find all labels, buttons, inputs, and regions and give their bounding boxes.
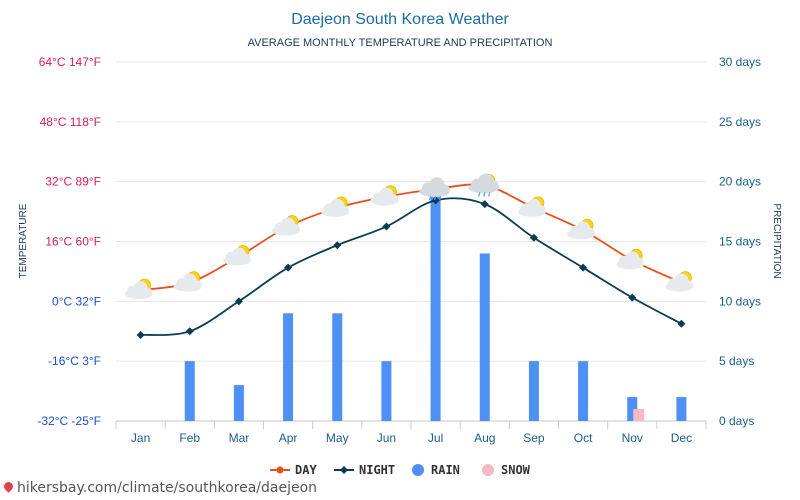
- temperature-lines: [136, 182, 686, 339]
- x-tick-label: Mar: [229, 431, 250, 445]
- x-tick-label: Apr: [279, 431, 298, 445]
- partly-cloudy-icon: [124, 278, 153, 300]
- rain-bar: [381, 361, 392, 421]
- left-tick-label: -32°C -25°F: [37, 414, 101, 428]
- night-line: [140, 197, 682, 336]
- x-tick-label: Jan: [131, 431, 150, 445]
- right-tick-label: 15 days: [719, 235, 761, 249]
- partly-cloudy-icon: [517, 196, 546, 217]
- night-point: [431, 196, 440, 205]
- partly-cloudy-icon: [616, 248, 645, 270]
- x-tick-label: Feb: [179, 431, 200, 445]
- night-point: [677, 319, 686, 328]
- source-footer[interactable]: hikersbay.com/climate/southkorea/daejeon: [2, 480, 318, 496]
- night-point: [628, 293, 637, 302]
- left-axis-title: TEMPERATURE: [18, 203, 29, 278]
- right-tick-label: 30 days: [719, 55, 761, 69]
- right-tick-label: 10 days: [719, 294, 761, 308]
- precipitation-bars: [184, 193, 687, 421]
- rain-cloud-icon: [419, 177, 450, 201]
- partly-cloudy-icon: [222, 245, 251, 266]
- partly-cloudy-icon: [665, 271, 694, 292]
- night-point: [579, 263, 588, 272]
- source-link[interactable]: hikersbay.com/climate/southkorea/daejeon: [17, 480, 318, 496]
- partly-cloudy-icon: [272, 215, 301, 236]
- rain-bar: [233, 385, 244, 421]
- weather-icons: [124, 173, 694, 300]
- legend-label-night: NIGHT: [359, 463, 395, 477]
- x-tick-label: Dec: [671, 431, 692, 445]
- right-tick-label: 25 days: [719, 115, 761, 129]
- right-tick-label: 0 days: [719, 414, 754, 428]
- night-point: [234, 297, 243, 306]
- legend: DAY NIGHT RAIN SNOW: [270, 463, 531, 477]
- rain-bar: [676, 397, 687, 421]
- rain-bar: [332, 313, 343, 421]
- chart-subtitle: AVERAGE MONTHLY TEMPERATURE AND PRECIPIT…: [248, 37, 553, 49]
- x-tick-label: Jun: [377, 431, 396, 445]
- night-point: [480, 200, 489, 209]
- rain-bar: [430, 193, 441, 421]
- right-axis-ticks: 30 days 25 days 20 days 15 days 10 days 5 day…: [719, 55, 761, 428]
- legend-item-night: NIGHT: [334, 463, 395, 477]
- x-axis-ticks: Jan Feb Mar Apr May Jun Jul Aug Sep Oct Nov Dec: [115, 421, 707, 445]
- partly-cloudy-icon: [567, 218, 596, 240]
- left-tick-label: 16°C 60°F: [45, 235, 101, 249]
- legend-item-snow: SNOW: [482, 463, 531, 477]
- x-tick-label: Jul: [428, 431, 443, 445]
- chart-title: Daejeon South Korea Weather: [291, 11, 509, 28]
- left-tick-label: 0°C 32°F: [52, 294, 101, 308]
- legend-label-day: DAY: [295, 463, 317, 477]
- rain-cloud-sun-icon: [468, 173, 500, 197]
- left-axis-ticks: 64°C 147°F 48°C 118°F 32°C 89°F 16°C 60°F 0°…: [37, 55, 101, 428]
- right-tick-label: 5 days: [719, 354, 754, 368]
- rain-bar: [578, 361, 589, 421]
- night-point: [185, 327, 194, 336]
- right-axis-title: PRECIPITATION: [771, 203, 782, 278]
- night-point: [382, 222, 391, 231]
- partly-cloudy-icon: [173, 271, 202, 292]
- x-tick-label: Aug: [474, 431, 495, 445]
- location-pin-icon: [2, 480, 15, 493]
- x-tick-label: Sep: [523, 431, 545, 445]
- left-tick-label: -16°C 3°F: [48, 354, 101, 368]
- legend-label-snow: SNOW: [501, 463, 531, 477]
- legend-item-day: DAY: [270, 463, 317, 477]
- partly-cloudy-icon: [321, 196, 350, 217]
- left-tick-label: 64°C 147°F: [39, 55, 101, 69]
- left-tick-label: 48°C 118°F: [40, 115, 101, 129]
- day-line: [140, 183, 682, 292]
- x-tick-label: Nov: [622, 431, 643, 445]
- rain-bar: [283, 313, 294, 421]
- night-point: [284, 263, 293, 272]
- right-tick-label: 20 days: [719, 175, 761, 189]
- legend-item-rain: RAIN: [412, 463, 460, 477]
- rain-bar: [528, 361, 539, 421]
- rain-bar: [479, 253, 490, 421]
- left-tick-label: 32°C 89°F: [45, 175, 101, 189]
- grid-lines: [116, 61, 706, 422]
- night-point: [529, 233, 538, 242]
- x-tick-label: Oct: [574, 431, 593, 445]
- legend-label-rain: RAIN: [431, 463, 460, 477]
- night-point: [136, 330, 145, 339]
- rain-bar: [184, 361, 195, 421]
- night-point: [333, 241, 342, 250]
- snow-bar: [633, 409, 645, 421]
- x-tick-label: May: [326, 431, 349, 445]
- rain-bar: [627, 397, 638, 421]
- partly-cloudy-icon: [370, 185, 399, 206]
